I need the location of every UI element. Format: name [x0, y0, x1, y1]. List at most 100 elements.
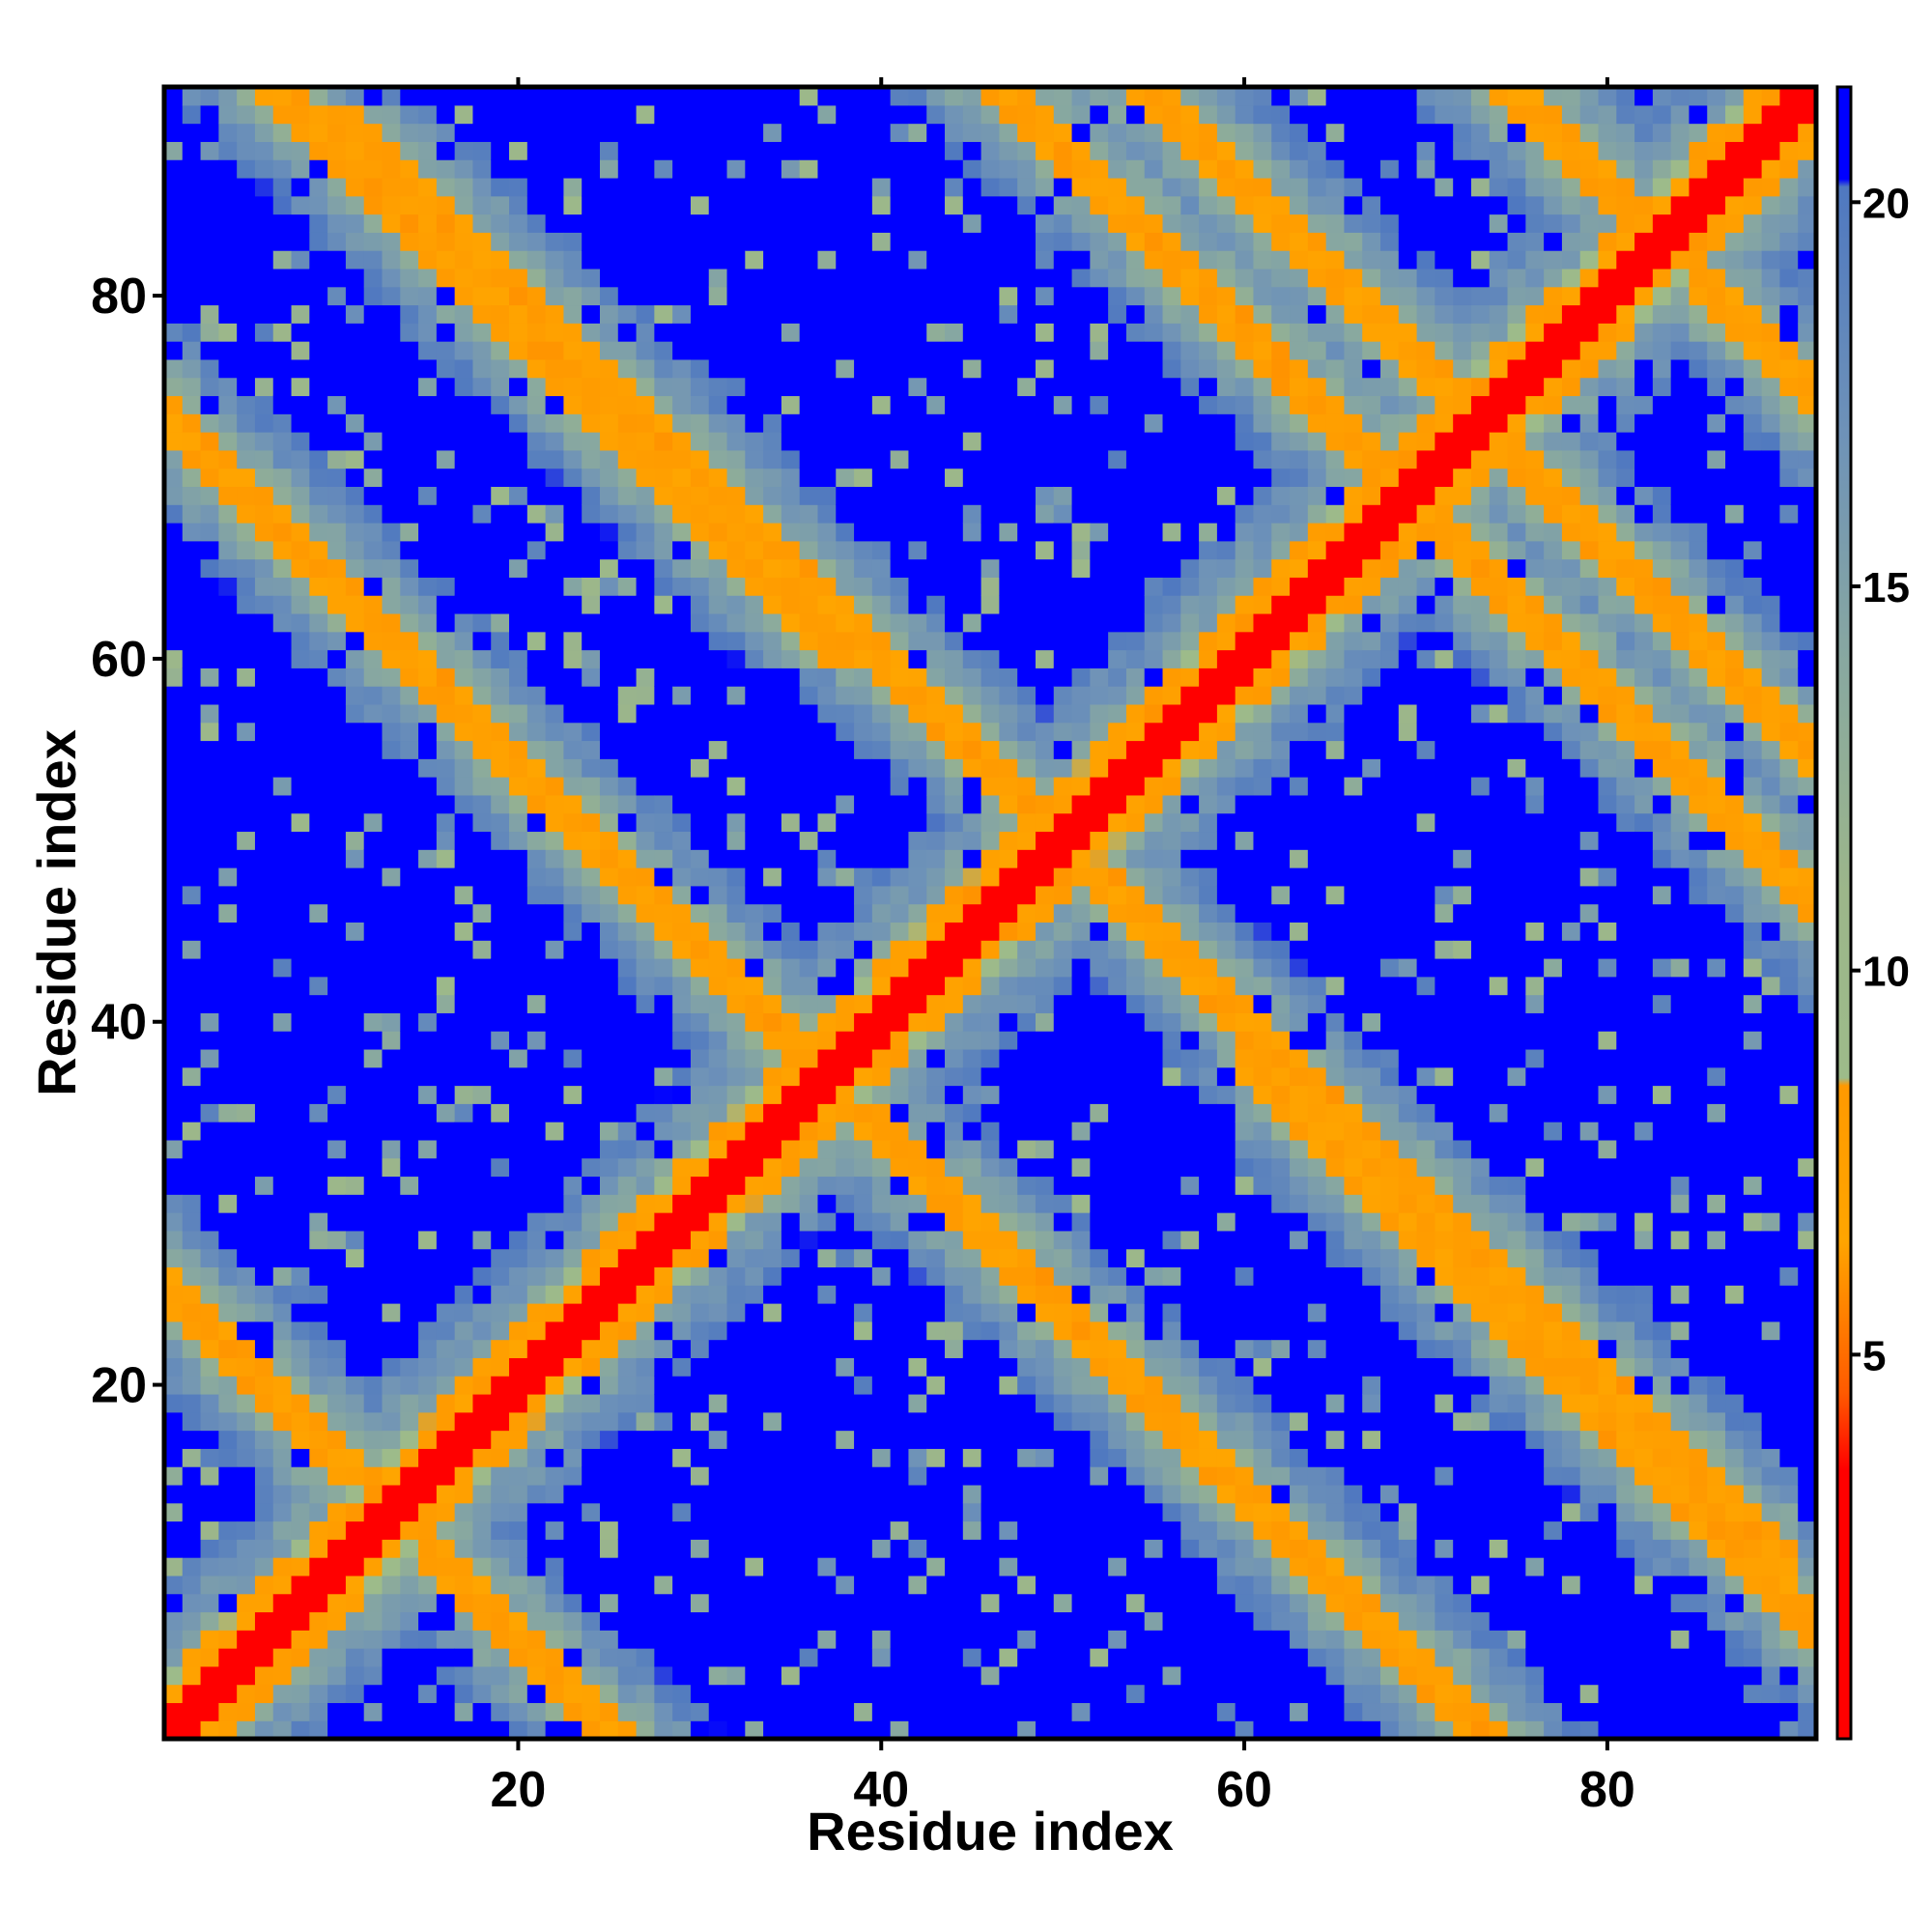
heatmap-cell	[1090, 631, 1109, 651]
heatmap-cell	[962, 1139, 982, 1159]
heatmap-cell	[363, 1212, 384, 1232]
heatmap-cell	[654, 867, 673, 887]
heatmap-cell	[745, 903, 764, 923]
heatmap-cell	[980, 486, 1000, 505]
heatmap-cell	[1090, 1502, 1109, 1522]
heatmap-cell	[472, 1048, 492, 1068]
heatmap-cell	[799, 577, 819, 596]
heatmap-cell	[836, 577, 855, 596]
heatmap-cell	[509, 195, 528, 215]
heatmap-cell	[836, 177, 855, 197]
heatmap-cell	[382, 1285, 401, 1304]
heatmap-cell	[980, 849, 1000, 868]
heatmap-cell	[363, 957, 384, 978]
heatmap-cell	[436, 1448, 456, 1467]
heatmap-cell	[1035, 1520, 1055, 1540]
heatmap-cell	[509, 1048, 528, 1068]
heatmap-cell	[218, 1122, 238, 1141]
heatmap-cell	[672, 1266, 692, 1286]
heatmap-cell	[327, 1502, 347, 1522]
heatmap-cell	[708, 558, 728, 578]
heatmap-cell	[836, 922, 855, 941]
heatmap-cell	[980, 522, 1000, 542]
heatmap-cell	[418, 1484, 438, 1504]
heatmap-cell	[1144, 1230, 1164, 1250]
heatmap-cell	[491, 1321, 510, 1341]
heatmap-cell	[200, 1430, 219, 1449]
heatmap-cell	[1035, 449, 1055, 469]
heatmap-cell	[1125, 1103, 1146, 1122]
heatmap-cell	[1144, 940, 1164, 959]
heatmap-cell	[980, 449, 1000, 469]
heatmap-cell	[854, 1539, 873, 1558]
heatmap-cell	[345, 649, 365, 668]
heatmap-cell	[763, 1502, 782, 1522]
heatmap-cell	[436, 540, 456, 560]
heatmap-cell	[509, 812, 528, 833]
heatmap-cell	[1017, 449, 1037, 469]
heatmap-cell	[582, 994, 601, 1013]
heatmap-cell	[1071, 413, 1091, 433]
heatmap-cell	[491, 1122, 510, 1141]
heatmap-cell	[254, 686, 274, 705]
heatmap-cell	[1071, 1230, 1091, 1250]
heatmap-cell	[237, 395, 256, 414]
heatmap-cell	[1017, 1339, 1037, 1358]
heatmap-cell	[999, 558, 1018, 578]
heatmap-cell	[854, 250, 873, 270]
heatmap-cell	[200, 104, 219, 125]
heatmap-cell	[945, 940, 964, 959]
heatmap-cell	[182, 1520, 202, 1540]
heatmap-cell	[164, 232, 184, 251]
heatmap-cell	[1053, 1139, 1073, 1159]
heatmap-cell	[1035, 87, 1055, 106]
heatmap-cell	[1071, 159, 1091, 179]
heatmap-cell	[237, 1248, 256, 1268]
heatmap-cell	[799, 922, 819, 941]
heatmap-cell	[345, 1103, 365, 1122]
heatmap-cell	[1017, 1303, 1037, 1322]
heatmap-cell	[363, 994, 384, 1013]
heatmap-cell	[272, 1194, 293, 1213]
heatmap-cell	[781, 377, 801, 397]
heatmap-cell	[1017, 1648, 1037, 1667]
heatmap-cell	[345, 540, 365, 560]
heatmap-cell	[182, 1085, 202, 1104]
heatmap-cell	[237, 612, 256, 633]
heatmap-cell	[472, 286, 492, 306]
heatmap-cell	[926, 286, 946, 306]
heatmap-cell	[218, 286, 238, 306]
heatmap-cell	[763, 1411, 782, 1432]
heatmap-cell	[726, 1611, 746, 1631]
heatmap-cell	[472, 159, 492, 179]
heatmap-cell	[254, 1520, 274, 1540]
heatmap-cell	[817, 1012, 837, 1032]
heatmap-cell	[200, 1212, 219, 1232]
heatmap-cell	[582, 141, 601, 160]
heatmap-cell	[1035, 377, 1055, 397]
heatmap-cell	[654, 432, 673, 451]
heatmap-cell	[690, 323, 710, 342]
heatmap-cell	[1144, 432, 1164, 451]
heatmap-cell	[871, 304, 892, 324]
heatmap-cell	[962, 1393, 982, 1413]
heatmap-cell	[582, 250, 601, 270]
heatmap-cell	[871, 1031, 892, 1050]
heatmap-cell	[1144, 1539, 1164, 1558]
heatmap-cell	[164, 377, 184, 397]
heatmap-cell	[272, 141, 293, 160]
heatmap-cell	[400, 668, 419, 687]
heatmap-cell	[617, 522, 638, 542]
heatmap-cell	[654, 740, 673, 759]
heatmap-cell	[672, 1212, 692, 1232]
heatmap-cell	[599, 540, 619, 560]
heatmap-cell	[1108, 1430, 1127, 1449]
heatmap-cell	[237, 631, 256, 651]
heatmap-cell	[563, 250, 582, 270]
heatmap-cell	[1053, 1303, 1073, 1322]
heatmap-cell	[726, 777, 746, 796]
heatmap-cell	[999, 1194, 1018, 1213]
heatmap-cell	[345, 522, 365, 542]
heatmap-cell	[254, 867, 274, 887]
heatmap-cell	[1017, 159, 1037, 179]
